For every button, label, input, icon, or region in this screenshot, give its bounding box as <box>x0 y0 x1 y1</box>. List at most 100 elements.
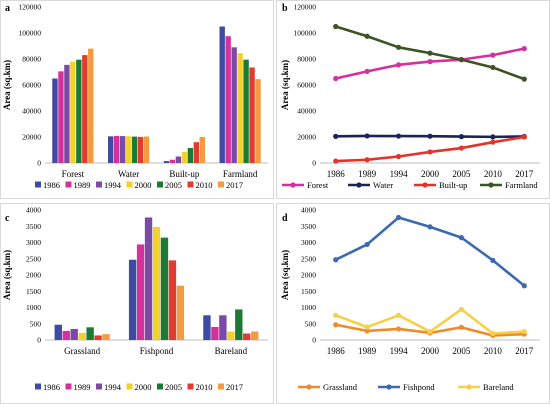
bar-grassland-2000 <box>78 332 86 340</box>
y-tick-label: 0 <box>312 336 316 345</box>
point-farmland-1994 <box>395 44 402 50</box>
point-farmland-1989 <box>364 33 370 39</box>
bar-bareland-1994 <box>219 315 227 340</box>
x-category-label: Built-up <box>169 169 200 179</box>
bar-grassland-2010 <box>94 335 102 340</box>
point-grassland-1994 <box>395 326 402 332</box>
x-tick-label: 1994 <box>390 169 409 179</box>
point-water-1986 <box>333 133 339 139</box>
x-tick-label: 2005 <box>452 346 471 356</box>
legend-label: Grassland <box>323 382 358 392</box>
point-water-2010 <box>490 134 496 140</box>
legend-label: 2010 <box>196 382 213 392</box>
point-built-up-2000 <box>427 149 433 155</box>
bar-bareland-2000 <box>227 331 235 340</box>
bar-grassland-1989 <box>62 330 70 340</box>
x-category-label: Bareland <box>215 346 248 356</box>
y-tick-label: 1500 <box>26 287 41 296</box>
legend-swatch-2005 <box>157 181 163 188</box>
point-bareland-2005 <box>458 306 465 313</box>
y-tick-label: 120000 <box>294 3 317 12</box>
x-category-label: Fishpond <box>140 346 174 356</box>
bar-water-1989 <box>113 135 120 163</box>
point-built-up-2005 <box>458 145 465 151</box>
x-category-label: Farmland <box>223 169 258 179</box>
legend-swatch-2017 <box>218 181 224 188</box>
bar-bareland-2010 <box>243 333 251 340</box>
y-tick-label: 1000 <box>26 303 41 312</box>
point-forest-2017 <box>521 46 527 52</box>
y-tick-label: 120000 <box>19 3 42 12</box>
point-bareland-1986 <box>333 312 339 318</box>
point-built-up-1989 <box>364 157 370 163</box>
y-tick-label: 60000 <box>22 81 41 90</box>
y-tick-label: 80000 <box>22 55 41 64</box>
y-tick-label: 20000 <box>297 133 316 142</box>
legend-marker-farmland <box>488 182 494 188</box>
point-built-up-1986 <box>333 158 339 164</box>
legend-swatch-2005 <box>157 383 163 390</box>
y-tick-label: 80000 <box>297 55 316 64</box>
legend-marker-water <box>356 182 362 188</box>
point-fishpond-1994 <box>395 214 402 221</box>
point-farmland-2005 <box>458 57 465 63</box>
bar-water-2017 <box>143 136 150 163</box>
bar-farmland-2017 <box>255 79 261 163</box>
legend-swatch-1989 <box>65 181 72 188</box>
point-water-2000 <box>427 133 433 139</box>
point-forest-1994 <box>395 62 402 68</box>
legend-label: 1986 <box>43 382 60 392</box>
bar-built-up-2000 <box>181 151 188 163</box>
point-farmland-1986 <box>333 23 339 30</box>
legend-marker-grassland <box>306 384 312 390</box>
bar-built-up-1994 <box>175 156 182 163</box>
point-built-up-1994 <box>395 153 402 160</box>
legend-marker-fishpond <box>386 384 392 390</box>
y-tick-label: 0 <box>37 336 41 345</box>
y-tick-label: 0 <box>312 159 316 168</box>
bar-farmland-1989 <box>225 36 231 163</box>
legend-marker-forest <box>290 182 296 188</box>
x-tick-label: 2005 <box>452 169 471 179</box>
bar-farmland-1994 <box>231 47 237 163</box>
legend-label: 2017 <box>226 382 243 392</box>
legend-label: Bareland <box>483 382 514 392</box>
bar-fishpond-1989 <box>136 244 145 340</box>
bar-bareland-1986 <box>203 315 211 340</box>
legend-label: 2005 <box>165 180 182 190</box>
panel-d-frame <box>276 203 550 404</box>
legend-swatch-2017 <box>218 383 224 390</box>
legend-label: 1986 <box>43 180 60 190</box>
point-forest-1989 <box>364 68 370 74</box>
legend-label: 1989 <box>74 180 91 190</box>
point-grassland-2005 <box>458 324 465 330</box>
legend-swatch-1986 <box>35 181 41 188</box>
y-tick-label: 500 <box>30 319 42 328</box>
bar-forest-1994 <box>64 64 70 163</box>
point-water-1989 <box>364 133 370 139</box>
legend-label: 1994 <box>104 180 122 190</box>
x-tick-label: 1989 <box>358 346 377 356</box>
bar-fishpond-1994 <box>144 217 153 340</box>
legend-label: Built-up <box>439 180 467 190</box>
legend-swatch-2000 <box>126 181 133 188</box>
x-tick-label: 2010 <box>484 169 503 179</box>
panel-label-d: d <box>282 213 288 224</box>
bar-farmland-2005 <box>243 59 249 163</box>
x-tick-label: 1989 <box>358 169 377 179</box>
legend-swatch-2000 <box>126 383 133 390</box>
y-tick-label: 100000 <box>19 29 42 38</box>
legend-label: 2000 <box>135 180 152 190</box>
point-fishpond-1986 <box>333 257 339 263</box>
bar-forest-2005 <box>76 59 82 163</box>
point-fishpond-2000 <box>427 224 433 230</box>
point-built-up-2010 <box>490 139 496 145</box>
y-tick-label: 0 <box>37 159 41 168</box>
y-tick-label: 4000 <box>301 206 316 215</box>
point-built-up-2017 <box>521 134 527 140</box>
bar-built-up-2010 <box>193 142 200 163</box>
bar-grassland-2005 <box>86 327 94 340</box>
x-category-label: Grassland <box>64 346 100 356</box>
legend-label: Water <box>373 180 393 190</box>
